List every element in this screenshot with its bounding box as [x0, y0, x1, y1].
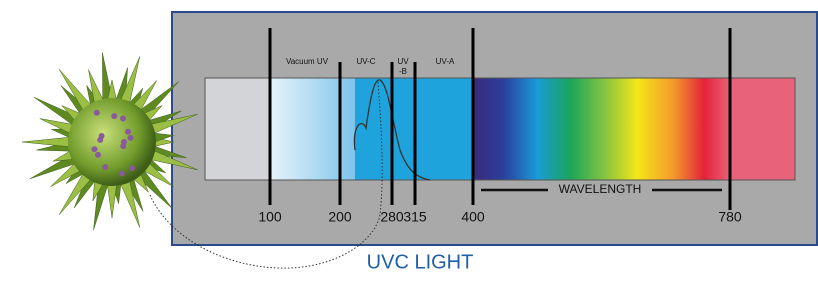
region-label: UV	[397, 57, 409, 66]
wavelength-label: 400	[461, 209, 485, 225]
virus-dot	[102, 164, 108, 170]
virus-dot	[99, 133, 105, 139]
virus-dot	[129, 165, 135, 171]
region-label: UV-C	[356, 57, 375, 66]
virus-dot	[128, 135, 134, 141]
wavelength-label: 280	[380, 209, 404, 225]
region-label: UV-A	[436, 57, 455, 66]
band-uv-light	[270, 78, 355, 180]
virus-dot	[95, 152, 101, 158]
wavelength-label: 200	[328, 209, 352, 225]
virus-dot	[125, 129, 131, 135]
wavelength-label: 315	[403, 209, 427, 225]
wavelength-label: 780	[718, 209, 742, 225]
band-red	[730, 78, 795, 180]
virus-spike	[120, 178, 140, 227]
virus-dot	[120, 115, 126, 121]
band-visible	[473, 78, 730, 180]
virus-spike	[107, 182, 117, 218]
band-vacuum-gray	[205, 78, 270, 180]
virus-dot	[91, 146, 97, 152]
title: UVC LIGHT	[367, 251, 474, 273]
diagram: 100200280315400780Vacuum UVUV-CUV-BUV-A …	[0, 0, 818, 277]
virus-body	[68, 98, 156, 186]
virus-dot	[119, 170, 125, 176]
region-label: -B	[399, 67, 407, 76]
virus-dot	[111, 113, 117, 119]
virus-dot	[94, 110, 100, 116]
virus-dot	[120, 143, 126, 149]
region-label: Vacuum UV	[286, 57, 329, 66]
virus-spike	[22, 137, 72, 147]
axis-label: WAVELENGTH	[559, 182, 642, 196]
wavelength-label: 100	[258, 209, 282, 225]
